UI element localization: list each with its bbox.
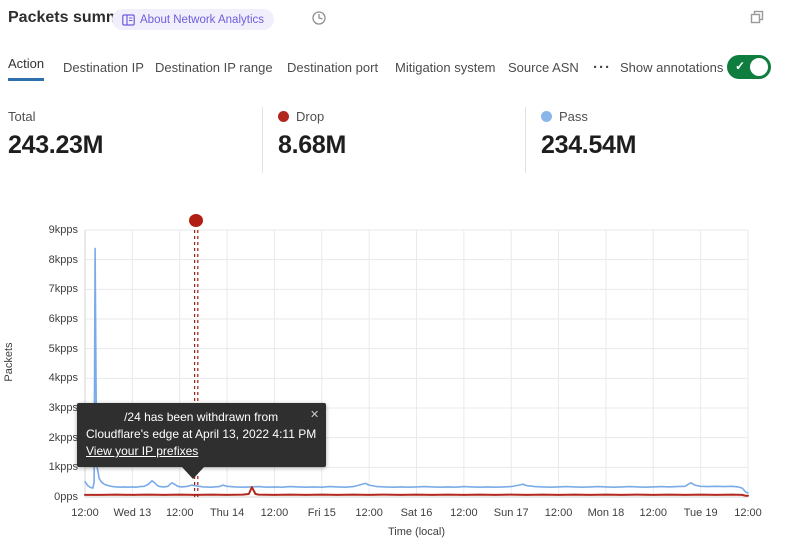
stat-total-value: 243.23M xyxy=(8,131,104,159)
x-tick-label: Fri 15 xyxy=(307,507,336,519)
drop-legend-dot xyxy=(278,110,289,122)
x-tick-label: 12:00 xyxy=(639,507,668,519)
annotation-marker[interactable] xyxy=(189,214,204,227)
y-tick-label: 0pps xyxy=(54,491,78,503)
y-tick-label: 9kpps xyxy=(48,224,78,236)
popout-icon[interactable] xyxy=(749,9,765,25)
stat-total-label: Total xyxy=(8,108,36,124)
y-tick-label: 2kpps xyxy=(48,431,78,444)
x-tick-label: 12:00 xyxy=(165,507,194,519)
page-title: Packets summary xyxy=(8,9,145,26)
x-tick-label: Sat 16 xyxy=(400,507,433,519)
check-icon: ✓ xyxy=(735,59,746,73)
annotation-tooltip: ✕ /24 has been withdrawn from Cloudflare… xyxy=(77,403,327,479)
stat-pass: Pass 234.54M xyxy=(541,108,637,160)
tab-destination-ip[interactable]: Destination IP xyxy=(63,59,144,75)
y-tick-label: 3kpps xyxy=(48,402,78,414)
stat-pass-value: 234.54M xyxy=(541,131,637,159)
show-annotations-toggle[interactable]: ✓ xyxy=(727,55,771,79)
pass-series-line xyxy=(84,247,749,494)
x-tick-label: 12:00 xyxy=(734,507,762,519)
tab-mitigation-system[interactable]: Mitigation system xyxy=(395,59,496,75)
summary-stats: Total 243.23M Drop 8.68M Pass 234.54M xyxy=(0,107,785,178)
stat-divider xyxy=(262,107,263,173)
x-tick-label: Tue 19 xyxy=(683,507,718,519)
stat-total: Total 243.23M xyxy=(8,108,104,160)
x-tick-label: Wed 13 xyxy=(113,507,152,519)
book-icon xyxy=(122,13,135,26)
stat-divider xyxy=(525,107,526,173)
toggle-knob xyxy=(750,58,768,76)
tab-action[interactable]: Action xyxy=(8,54,63,81)
y-tick-label: 8kpps xyxy=(48,253,78,266)
stat-drop-label: Drop xyxy=(296,108,325,124)
tab-destination-ip-range[interactable]: Destination IP range xyxy=(155,59,273,75)
tooltip-arrow xyxy=(182,467,204,479)
x-tick-label: 12:00 xyxy=(260,507,289,519)
show-annotations-label: Show annotations xyxy=(620,59,724,75)
view-ip-prefixes-link[interactable]: View your IP prefixes xyxy=(86,444,199,458)
stat-drop: Drop 8.68M xyxy=(278,108,346,160)
y-tick-label: 1kpps xyxy=(48,461,78,474)
stat-drop-value: 8.68M xyxy=(278,131,346,159)
close-icon[interactable]: ✕ xyxy=(310,409,320,421)
y-tick-label: 5kpps xyxy=(48,342,78,355)
tab-source-asn[interactable]: Source ASN xyxy=(508,59,579,75)
drop-series-line xyxy=(84,486,749,497)
y-tick-label: 7kpps xyxy=(48,283,78,296)
x-tick-label: Thu 14 xyxy=(209,507,245,519)
packets-time-series-chart: Packets Time (local) 0pps 1kpps 2kpps 3kpps… xyxy=(3,214,762,538)
stat-pass-label: Pass xyxy=(559,108,588,124)
y-tick-label: 4kpps xyxy=(48,372,78,385)
x-axis-title: Time (local) xyxy=(387,526,446,538)
pass-legend-dot xyxy=(541,110,552,122)
about-network-analytics-badge[interactable]: About Network Analytics xyxy=(112,9,275,30)
x-tick-label: 12:00 xyxy=(544,507,573,519)
tooltip-line1: /24 has been withdrawn from xyxy=(124,410,279,424)
dimension-tabs: Action Destination IP Destination IP ran… xyxy=(8,44,778,90)
badge-label: About Network Analytics xyxy=(140,13,265,26)
x-tick-label: 12:00 xyxy=(71,507,99,519)
x-tick-label: 12:00 xyxy=(355,507,383,519)
more-tabs-button[interactable]: ··· xyxy=(593,58,611,76)
clock-icon xyxy=(312,11,326,25)
tooltip-line2: Cloudflare's edge at April 13, 2022 4:11… xyxy=(86,427,317,441)
x-tick-label: 12:00 xyxy=(450,507,478,519)
y-tick-label: 6kpps xyxy=(48,313,78,325)
tab-destination-port[interactable]: Destination port xyxy=(287,59,379,75)
x-tick-label: Mon 18 xyxy=(587,507,625,519)
x-tick-label: Sun 17 xyxy=(493,507,529,519)
